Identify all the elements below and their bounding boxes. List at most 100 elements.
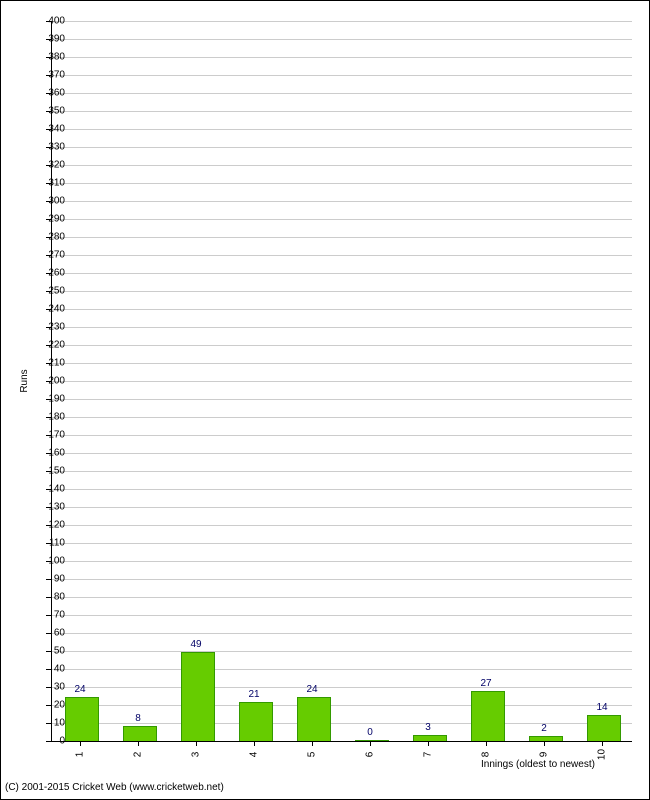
- ytick-label: 240: [48, 304, 65, 315]
- copyright-text: (C) 2001-2015 Cricket Web (www.cricketwe…: [5, 782, 224, 793]
- gridline: [52, 201, 632, 202]
- gridline: [52, 219, 632, 220]
- gridline: [52, 345, 632, 346]
- plot-area: [51, 21, 632, 742]
- gridline: [52, 363, 632, 364]
- xtick-mark: [602, 741, 603, 746]
- ytick-label: 200: [48, 376, 65, 387]
- gridline: [52, 75, 632, 76]
- gridline: [52, 129, 632, 130]
- ytick-label: 70: [54, 610, 65, 621]
- gridline: [52, 615, 632, 616]
- gridline: [52, 561, 632, 562]
- bar: [65, 697, 99, 741]
- xtick-label: 5: [307, 752, 318, 758]
- bar-value-label: 2: [541, 723, 547, 734]
- ytick-label: 300: [48, 196, 65, 207]
- gridline: [52, 453, 632, 454]
- bar: [471, 691, 505, 741]
- xtick-label: 8: [481, 752, 492, 758]
- ytick-label: 390: [48, 34, 65, 45]
- gridline: [52, 309, 632, 310]
- ytick-label: 330: [48, 142, 65, 153]
- xtick-label: 4: [249, 752, 260, 758]
- ytick-label: 150: [48, 466, 65, 477]
- ytick-label: 350: [48, 106, 65, 117]
- bar-value-label: 8: [135, 713, 141, 724]
- ytick-label: 110: [49, 538, 65, 549]
- x-axis-label: Innings (oldest to newest): [481, 759, 595, 770]
- gridline: [52, 579, 632, 580]
- gridline: [52, 489, 632, 490]
- bar: [529, 736, 563, 741]
- ytick-label: 290: [48, 214, 65, 225]
- ytick-label: 260: [48, 268, 65, 279]
- xtick-label: 6: [365, 752, 376, 758]
- ytick-mark: [46, 615, 51, 616]
- ytick-label: 20: [54, 700, 65, 711]
- gridline: [52, 435, 632, 436]
- xtick-mark: [544, 741, 545, 746]
- xtick-mark: [254, 741, 255, 746]
- ytick-label: 140: [48, 484, 65, 495]
- ytick-label: 340: [48, 124, 65, 135]
- gridline: [52, 597, 632, 598]
- gridline: [52, 471, 632, 472]
- ytick-mark: [46, 705, 51, 706]
- xtick-label: 10: [597, 749, 608, 760]
- ytick-label: 100: [48, 556, 65, 567]
- ytick-label: 280: [48, 232, 65, 243]
- bar-value-label: 24: [74, 684, 85, 695]
- ytick-label: 190: [48, 394, 65, 405]
- gridline: [52, 651, 632, 652]
- bar: [355, 740, 389, 741]
- gridline: [52, 417, 632, 418]
- xtick-label: 2: [133, 752, 144, 758]
- gridline: [52, 705, 632, 706]
- xtick-mark: [370, 741, 371, 746]
- xtick-label: 1: [75, 752, 86, 758]
- ytick-label: 80: [54, 592, 65, 603]
- ytick-label: 130: [48, 502, 65, 513]
- gridline: [52, 237, 632, 238]
- gridline: [52, 543, 632, 544]
- xtick-label: 7: [423, 752, 434, 758]
- gridline: [52, 21, 632, 22]
- ytick-label: 180: [48, 412, 65, 423]
- xtick-label: 9: [539, 752, 550, 758]
- gridline: [52, 291, 632, 292]
- ytick-mark: [46, 741, 51, 742]
- xtick-mark: [428, 741, 429, 746]
- xtick-label: 3: [191, 752, 202, 758]
- ytick-label: 230: [48, 322, 65, 333]
- ytick-label: 60: [54, 628, 65, 639]
- bar-value-label: 49: [190, 639, 201, 650]
- gridline: [52, 93, 632, 94]
- ytick-label: 160: [48, 448, 65, 459]
- ytick-label: 400: [48, 16, 65, 27]
- ytick-mark: [46, 597, 51, 598]
- ytick-label: 210: [48, 358, 65, 369]
- gridline: [52, 507, 632, 508]
- ytick-label: 120: [48, 520, 65, 531]
- bar: [413, 735, 447, 741]
- bar-value-label: 14: [596, 702, 607, 713]
- ytick-mark: [46, 633, 51, 634]
- gridline: [52, 381, 632, 382]
- bar-value-label: 21: [248, 689, 259, 700]
- bar-value-label: 0: [367, 727, 373, 738]
- ytick-mark: [46, 651, 51, 652]
- ytick-mark: [46, 687, 51, 688]
- xtick-mark: [138, 741, 139, 746]
- bar: [587, 715, 621, 741]
- gridline: [52, 327, 632, 328]
- gridline: [52, 633, 632, 634]
- gridline: [52, 687, 632, 688]
- ytick-label: 270: [48, 250, 65, 261]
- gridline: [52, 165, 632, 166]
- gridline: [52, 399, 632, 400]
- gridline: [52, 255, 632, 256]
- ytick-label: 90: [54, 574, 65, 585]
- bar-value-label: 3: [425, 722, 431, 733]
- ytick-label: 220: [48, 340, 65, 351]
